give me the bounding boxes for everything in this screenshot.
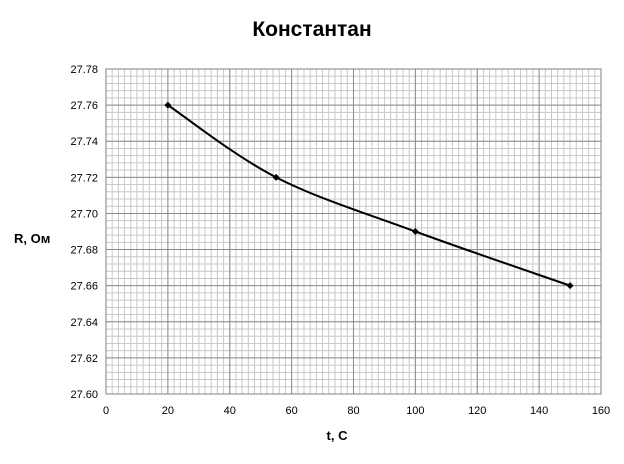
- x-tick-label: 120: [468, 405, 486, 417]
- data-point: [566, 282, 574, 290]
- y-tick-label: 27.64: [70, 317, 98, 329]
- x-tick-label: 40: [224, 405, 236, 417]
- y-tick-label: 27.76: [70, 100, 98, 112]
- chart-title: Константан: [252, 18, 372, 41]
- series-line: [167, 104, 571, 287]
- x-tick-label: 0: [103, 405, 109, 417]
- y-tick-label: 27.78: [70, 64, 98, 76]
- y-tick-label: 27.70: [70, 208, 98, 220]
- y-axis-label: R, Ом: [14, 231, 51, 246]
- y-tick-label: 27.72: [70, 172, 98, 184]
- x-tick-label: 20: [162, 405, 174, 417]
- x-tick-label: 60: [286, 405, 298, 417]
- y-tick-label: 27.62: [70, 353, 98, 365]
- y-tick-label: 27.66: [70, 281, 98, 293]
- y-tick-label: 27.68: [70, 245, 98, 257]
- data-point: [164, 101, 172, 109]
- x-axis-label: t, С: [326, 428, 348, 443]
- y-tick-label: 27.60: [70, 389, 98, 401]
- x-tick-label: 100: [406, 405, 424, 417]
- data-point: [272, 173, 280, 181]
- x-tick-label: 140: [530, 405, 548, 417]
- plot-frame: [105, 68, 602, 395]
- y-tick-label: 27.74: [70, 136, 98, 148]
- data-point: [411, 228, 419, 235]
- x-tick-label: 160: [592, 405, 610, 417]
- x-tick-label: 80: [347, 405, 359, 417]
